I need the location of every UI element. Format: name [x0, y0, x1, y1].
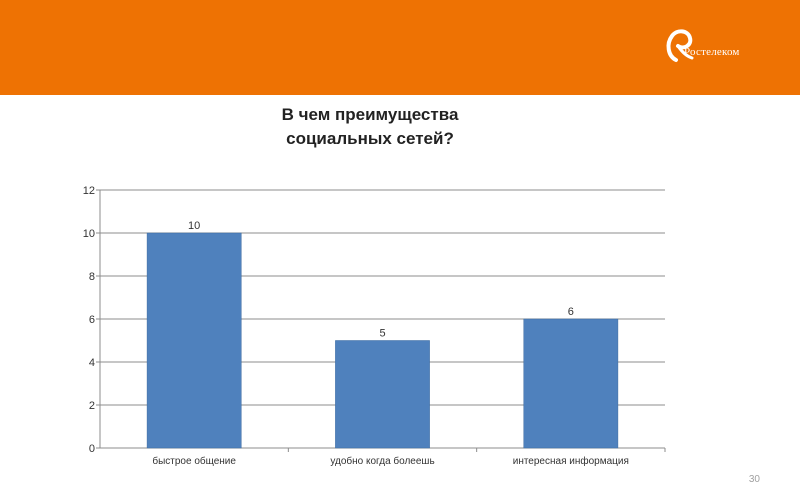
- y-tick-label: 0: [89, 443, 95, 455]
- data-label: 10: [188, 220, 200, 232]
- title-line-1: В чем преимущества: [281, 105, 459, 124]
- y-tick-label: 12: [83, 185, 95, 197]
- title-line-2: социальных сетей?: [286, 129, 454, 148]
- y-tick-label: 4: [89, 357, 95, 369]
- bar: [523, 318, 619, 449]
- y-tick-label: 8: [89, 271, 95, 283]
- slide-title: В чем преимущества социальных сетей?: [200, 103, 540, 151]
- x-tick-label: интересная информация: [513, 455, 629, 467]
- y-tick-label: 10: [83, 228, 95, 240]
- x-tick-label: удобно когда болеешь: [330, 455, 434, 467]
- bar: [335, 340, 430, 449]
- y-tick-label: 2: [89, 400, 95, 412]
- rostelecom-logo-icon: [666, 29, 694, 62]
- data-label: 5: [379, 328, 385, 340]
- y-tick-label: 6: [89, 314, 95, 326]
- x-tick-label: быстрое общение: [152, 455, 236, 467]
- page-number: 30: [748, 474, 760, 485]
- data-label: 6: [568, 306, 574, 318]
- bar: [146, 232, 242, 449]
- logo-text: Ростелеком: [684, 46, 740, 58]
